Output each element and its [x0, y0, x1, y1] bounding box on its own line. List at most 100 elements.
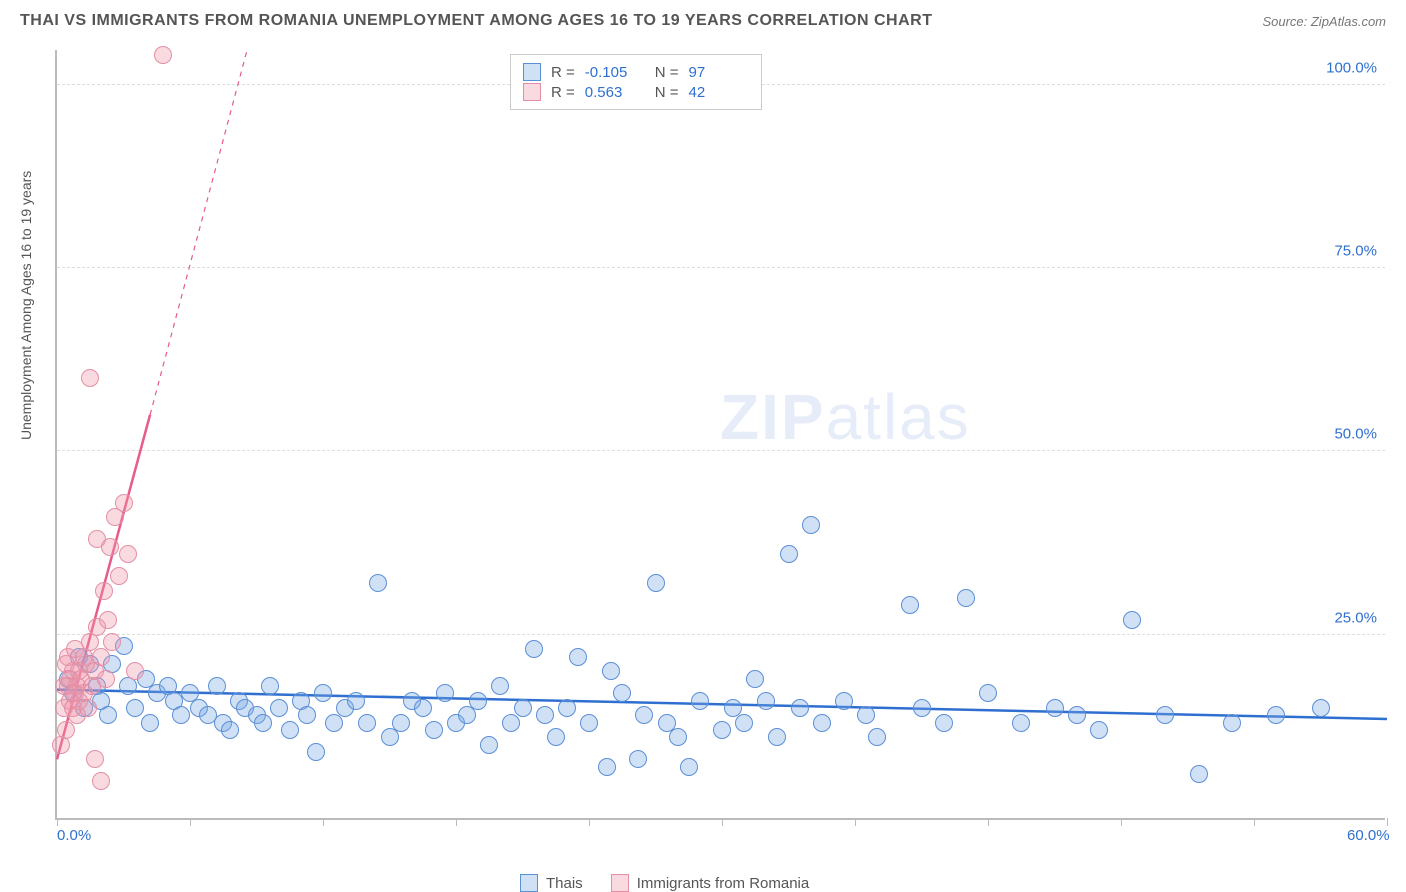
legend-swatch: [611, 874, 629, 892]
data-point: [602, 662, 620, 680]
data-point: [901, 596, 919, 614]
x-tick: [988, 818, 989, 826]
data-point: [613, 684, 631, 702]
gridline: [57, 634, 1385, 635]
legend-series-item: Immigrants from Romania: [611, 874, 810, 892]
data-point: [746, 670, 764, 688]
n-value: 42: [689, 84, 749, 101]
r-value: -0.105: [585, 64, 645, 81]
gridline: [57, 267, 1385, 268]
n-label: N =: [655, 64, 679, 81]
data-point: [598, 758, 616, 776]
data-point: [791, 699, 809, 717]
data-point: [629, 750, 647, 768]
data-point: [347, 692, 365, 710]
data-point: [1012, 714, 1030, 732]
data-point: [97, 670, 115, 688]
data-point: [536, 706, 554, 724]
data-point: [141, 714, 159, 732]
data-point: [369, 574, 387, 592]
data-point: [813, 714, 831, 732]
data-point: [110, 567, 128, 585]
data-point: [802, 516, 820, 534]
y-tick-label: 100.0%: [1326, 59, 1377, 76]
data-point: [1090, 721, 1108, 739]
legend-series: Thais Immigrants from Romania: [520, 874, 809, 892]
data-point: [458, 706, 476, 724]
x-tick: [190, 818, 191, 826]
data-point: [99, 706, 117, 724]
data-point: [547, 728, 565, 746]
data-point: [1123, 611, 1141, 629]
n-value: 97: [689, 64, 749, 81]
y-tick-label: 50.0%: [1334, 426, 1377, 443]
data-point: [92, 772, 110, 790]
data-point: [86, 750, 104, 768]
data-point: [154, 46, 172, 64]
x-tick: [323, 818, 324, 826]
data-point: [647, 574, 665, 592]
trend-lines: [57, 48, 1387, 818]
y-axis-title: Unemployment Among Ages 16 to 19 years: [18, 171, 34, 440]
data-point: [691, 692, 709, 710]
y-tick-label: 75.0%: [1334, 243, 1377, 260]
x-tick-label: 60.0%: [1347, 827, 1390, 844]
data-point: [580, 714, 598, 732]
data-point: [392, 714, 410, 732]
y-tick-label: 25.0%: [1334, 609, 1377, 626]
data-point: [99, 611, 117, 629]
data-point: [469, 692, 487, 710]
data-point: [95, 582, 113, 600]
r-label: R =: [551, 84, 575, 101]
data-point: [414, 699, 432, 717]
data-point: [208, 677, 226, 695]
data-point: [635, 706, 653, 724]
chart-source: Source: ZipAtlas.com: [1262, 14, 1386, 29]
data-point: [713, 721, 731, 739]
legend-series-label: Thais: [546, 875, 583, 892]
legend-swatch: [523, 63, 541, 81]
data-point: [115, 494, 133, 512]
data-point: [126, 662, 144, 680]
chart-title: THAI VS IMMIGRANTS FROM ROMANIA UNEMPLOY…: [20, 12, 932, 30]
data-point: [525, 640, 543, 658]
gridline: [57, 450, 1385, 451]
data-point: [1156, 706, 1174, 724]
data-point: [79, 699, 97, 717]
data-point: [857, 706, 875, 724]
data-point: [381, 728, 399, 746]
data-point: [92, 648, 110, 666]
data-point: [1190, 765, 1208, 783]
data-point: [254, 714, 272, 732]
data-point: [425, 721, 443, 739]
data-point: [172, 706, 190, 724]
data-point: [307, 743, 325, 761]
x-tick: [1121, 818, 1122, 826]
data-point: [502, 714, 520, 732]
x-tick: [1254, 818, 1255, 826]
data-point: [81, 369, 99, 387]
data-point: [270, 699, 288, 717]
data-point: [735, 714, 753, 732]
data-point: [103, 633, 121, 651]
x-tick: [1387, 818, 1388, 826]
data-point: [126, 699, 144, 717]
x-tick: [722, 818, 723, 826]
legend-swatch: [523, 83, 541, 101]
data-point: [569, 648, 587, 666]
data-point: [669, 728, 687, 746]
data-point: [680, 758, 698, 776]
data-point: [913, 699, 931, 717]
data-point: [1267, 706, 1285, 724]
data-point: [757, 692, 775, 710]
data-point: [314, 684, 332, 702]
data-point: [221, 721, 239, 739]
legend-swatch: [520, 874, 538, 892]
data-point: [57, 721, 75, 739]
data-point: [281, 721, 299, 739]
data-point: [780, 545, 798, 563]
data-point: [491, 677, 509, 695]
x-tick: [589, 818, 590, 826]
legend-stat-row: R =-0.105N =97: [523, 63, 749, 81]
data-point: [101, 538, 119, 556]
